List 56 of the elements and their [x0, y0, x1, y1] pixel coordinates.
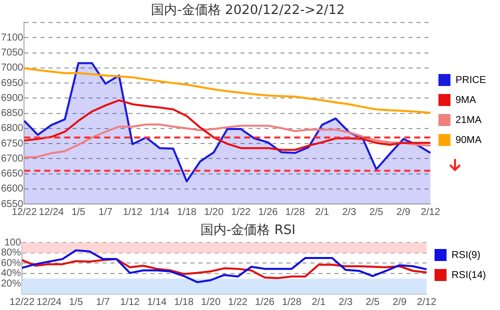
- x-tick-label: 2/12: [420, 206, 441, 218]
- x-tick-label: 1/5: [71, 206, 86, 218]
- x-tick-label: 1/18: [176, 206, 197, 218]
- x-tick-label: 12/24: [38, 206, 64, 218]
- x-tick-label: 1/28: [282, 296, 302, 308]
- y-tick-label: 6700: [0, 153, 24, 164]
- x-tick-label: 2/3: [342, 206, 357, 218]
- y-tick-label: 6750: [0, 138, 24, 150]
- y-tick-label: 40%: [1, 268, 22, 280]
- chart-title: 国内-金価格 RSI: [200, 223, 296, 238]
- x-tick-label: 1/7: [98, 206, 113, 218]
- y-tick-label: 7100: [0, 32, 24, 44]
- legend-label: PRICE: [455, 74, 486, 86]
- x-tick-label: 2/9: [396, 206, 411, 218]
- legend-label: 21MA: [455, 114, 482, 126]
- x-tick-label: 1/22: [228, 296, 248, 308]
- chart-title: 国内-金価格 2020/12/22->2/12: [151, 3, 345, 18]
- x-tick-label: 1/20: [204, 206, 224, 218]
- y-tick-label: 20%: [1, 278, 22, 290]
- x-tick-label: 1/28: [285, 206, 306, 218]
- y-tick-label: 6650: [0, 168, 24, 180]
- x-tick-label: 12/22: [12, 206, 38, 218]
- x-tick-label: 1/26: [255, 296, 275, 308]
- x-tick-label: 1/20: [201, 296, 221, 308]
- x-tick-label: 1/12: [120, 296, 140, 308]
- x-tick-label: 1/12: [122, 206, 143, 218]
- x-tick-label: 1/22: [231, 206, 252, 218]
- y-tick-label: 7050: [0, 48, 24, 59]
- x-tick-label: 2/5: [369, 206, 384, 218]
- y-tick-label: 80%: [1, 248, 22, 259]
- x-tick-label: 2/1: [312, 296, 326, 308]
- x-tick-label: 2/9: [392, 296, 407, 308]
- y-tick-label: 6850: [0, 108, 24, 120]
- x-tick-label: 2/3: [338, 296, 354, 308]
- y-tick-label: 7000: [0, 62, 24, 74]
- x-tick-label: 1/14: [147, 296, 168, 308]
- y-tick-label: 6950: [0, 78, 24, 89]
- x-tick-label: 1/14: [150, 206, 170, 218]
- legend-label: 90MA: [455, 134, 482, 146]
- x-tick-label: 12/22: [10, 296, 35, 308]
- x-tick-label: 2/5: [366, 296, 380, 308]
- y-tick-label: 6900: [0, 92, 24, 104]
- x-tick-label: 1/7: [96, 296, 110, 308]
- x-tick-label: 2/1: [315, 206, 330, 218]
- y-tick-label: 6800: [0, 123, 24, 134]
- x-tick-label: 12/24: [36, 296, 62, 308]
- x-tick-label: 2/12: [416, 296, 437, 308]
- legend-label: RSI(9): [452, 250, 480, 261]
- legend-label: RSI(14): [452, 270, 486, 281]
- legend-label: 9MA: [455, 94, 476, 106]
- y-tick-label: 60%: [1, 258, 22, 269]
- y-tick-label: 100: [4, 237, 22, 248]
- y-tick-label: 6600: [0, 184, 24, 195]
- x-tick-label: 1/5: [69, 296, 84, 308]
- x-tick-label: 1/18: [174, 296, 194, 308]
- x-tick-label: 1/26: [258, 206, 278, 218]
